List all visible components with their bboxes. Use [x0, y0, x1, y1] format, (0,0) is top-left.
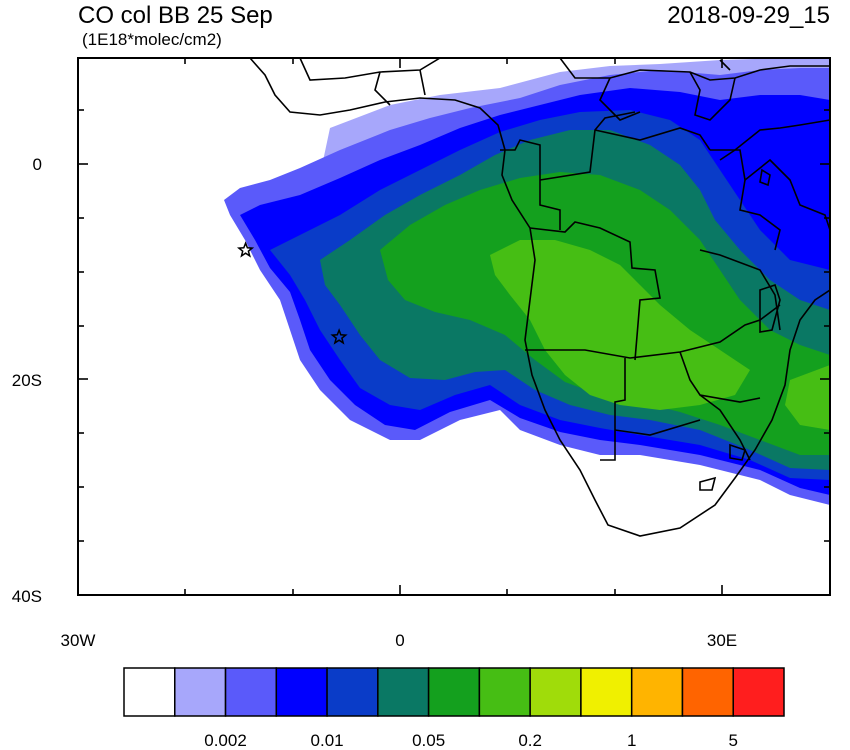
y-tick-label: 20S [12, 371, 42, 390]
colorbar-label: 1 [627, 731, 636, 750]
x-tick-label: 30E [707, 631, 737, 650]
coastlines-borders [249, 58, 830, 537]
x-tick-label: 0 [395, 631, 404, 650]
map-title: CO col BB 25 Sep [78, 2, 273, 29]
colorbar-label: 0.2 [518, 731, 542, 750]
y-tick-label: 0 [33, 155, 42, 174]
colorbar-swatch [630, 667, 684, 717]
plume-band-0.2 [785, 365, 830, 430]
colorbar-swatch [580, 667, 633, 717]
colorbar-swatch [224, 667, 278, 717]
colorbar-swatch [275, 667, 328, 717]
colorbar-swatch [732, 667, 785, 717]
station-markers [236, 241, 348, 345]
units-label: (1E18*molec/cm2) [82, 30, 222, 49]
colorbar-swatch [478, 667, 531, 717]
colorbar-swatch [529, 667, 582, 717]
colorbar-swatch [681, 667, 734, 717]
colorbar-swatch [326, 667, 379, 717]
colorbar-labels: 0.002 0.01 0.05 0.2 1 5 [204, 731, 738, 750]
y-tick-label: 40S [12, 587, 42, 606]
colorbar-swatch [377, 667, 430, 717]
colorbar-label: 0.05 [412, 731, 445, 750]
star-marker [330, 328, 348, 345]
co-plume-layer [224, 58, 830, 505]
star-marker [236, 241, 255, 258]
colorbar-label: 5 [728, 731, 737, 750]
colorbar-label: 0.002 [204, 731, 247, 750]
coastline-africa [249, 58, 830, 537]
tick-marks [77, 58, 831, 596]
colorbar-swatch [123, 667, 176, 717]
x-tick-label: 30W [61, 631, 96, 650]
colorbar-swatch [427, 667, 481, 717]
colorbar [123, 667, 785, 717]
colorbar-swatch [174, 667, 227, 717]
datetime-label: 2018-09-29_15 [667, 2, 830, 29]
colorbar-label: 0.01 [311, 731, 344, 750]
